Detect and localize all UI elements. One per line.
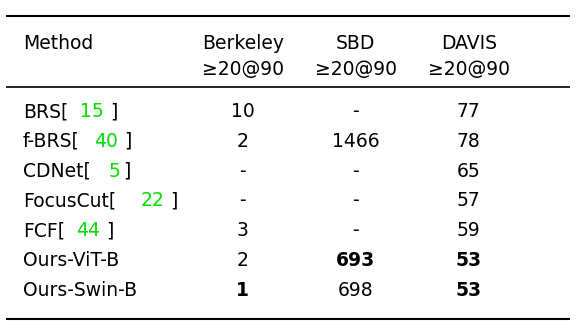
Text: Ours-Swin-B: Ours-Swin-B [22,280,137,300]
Text: Berkeley: Berkeley [202,34,284,53]
Text: 2: 2 [237,132,249,151]
Text: ]: ] [110,102,118,121]
Text: CDNet[: CDNet[ [22,162,90,181]
Text: 1: 1 [236,280,249,300]
Text: ]: ] [170,191,178,211]
Text: BRS[: BRS[ [22,102,68,121]
Text: 77: 77 [457,102,480,121]
Text: ]: ] [106,221,113,240]
Text: Method: Method [22,34,93,53]
Text: 3: 3 [237,221,249,240]
Text: ]: ] [123,162,131,181]
Text: 53: 53 [456,280,482,300]
Text: SBD: SBD [336,34,376,53]
Text: 57: 57 [457,191,480,211]
Text: 78: 78 [457,132,480,151]
Text: 15: 15 [80,102,104,121]
Text: DAVIS: DAVIS [441,34,497,53]
Text: 65: 65 [457,162,480,181]
Text: ]: ] [124,132,132,151]
Text: f-BRS[: f-BRS[ [22,132,79,151]
Text: 10: 10 [231,102,255,121]
Text: -: - [240,162,246,181]
Text: 698: 698 [338,280,374,300]
Text: 59: 59 [457,221,480,240]
Text: -: - [353,191,359,211]
Text: FocusCut[: FocusCut[ [22,191,116,211]
Text: FCF[: FCF[ [22,221,65,240]
Text: 2: 2 [237,251,249,270]
Text: -: - [240,191,246,211]
Text: ≥20@90: ≥20@90 [314,60,397,79]
Text: Ours-ViT-B: Ours-ViT-B [22,251,119,270]
Text: ≥20@90: ≥20@90 [202,60,284,79]
Text: -: - [353,162,359,181]
Text: 1466: 1466 [332,132,380,151]
Text: 693: 693 [336,251,376,270]
Text: 44: 44 [76,221,100,240]
Text: 40: 40 [94,132,118,151]
Text: 53: 53 [456,251,482,270]
Text: 22: 22 [141,191,164,211]
Text: -: - [353,102,359,121]
Text: 5: 5 [108,162,120,181]
Text: ≥20@90: ≥20@90 [427,60,510,79]
Text: -: - [353,221,359,240]
